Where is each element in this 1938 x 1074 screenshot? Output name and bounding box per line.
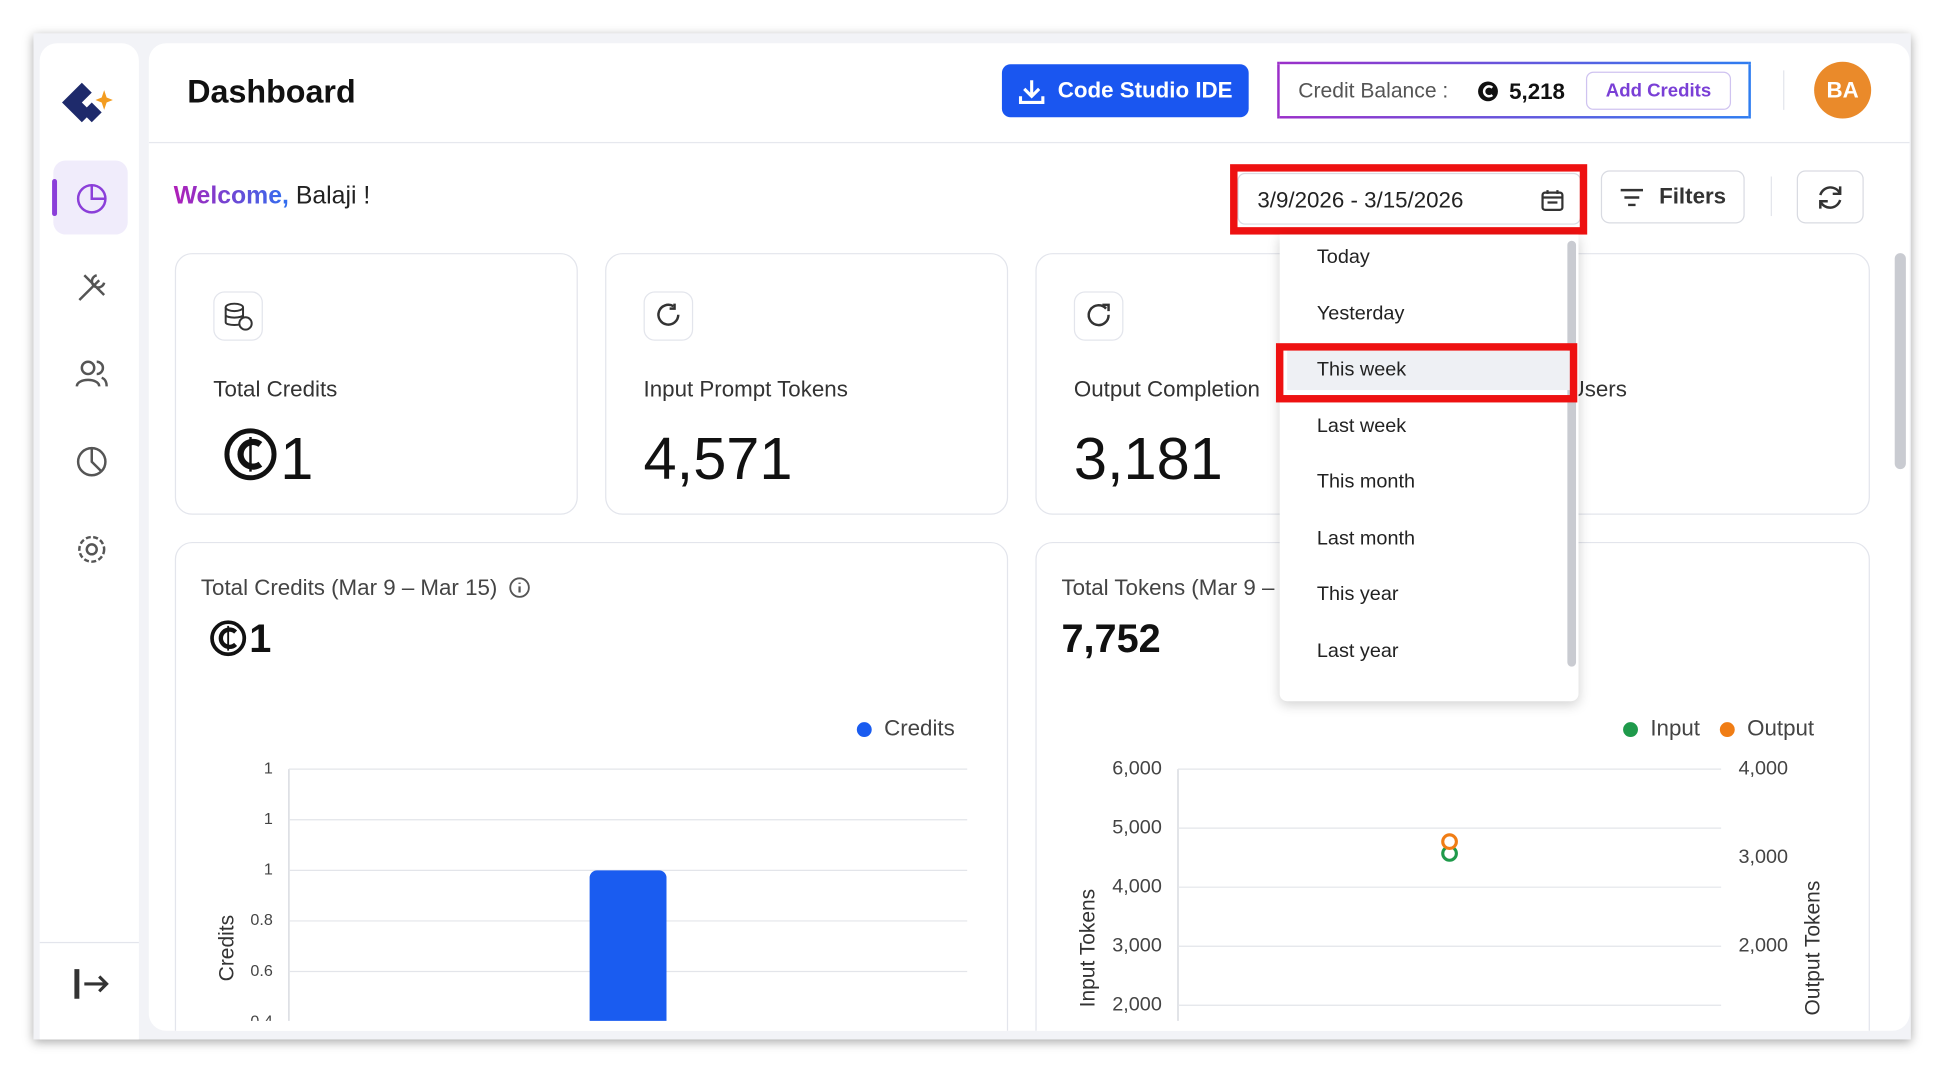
y-tick-label: 2,000	[1112, 994, 1162, 1016]
y-tick-label: 1	[264, 759, 273, 777]
logout[interactable]	[72, 967, 112, 1002]
date-dropdown: Today Yesterday This week Last week This mon…	[1275, 234, 1579, 702]
button-label: Filters	[1659, 183, 1727, 209]
point	[1441, 833, 1458, 850]
legend-marker	[1623, 722, 1638, 737]
legend-marker	[856, 722, 872, 737]
info-icon	[509, 577, 530, 598]
sidebar	[39, 43, 139, 1040]
legend-marker	[1719, 722, 1735, 737]
filter-icon	[1620, 188, 1643, 206]
y-tick-label: 3,000	[1112, 935, 1162, 957]
y-tick-label: 4,000	[1112, 875, 1162, 897]
menu-option[interactable]: Last month	[1316, 527, 1416, 549]
button-label: Code Studio IDE	[1057, 77, 1233, 103]
main-panel: Dashboard Code Studio IDE Credit Balance…	[148, 43, 1910, 1031]
divider	[39, 941, 139, 944]
menu-option[interactable]: This week	[1316, 359, 1407, 381]
credit-balance-value: 5,218	[1509, 79, 1565, 104]
chart-title: Total Credits (Mar 9 – Mar 15)	[201, 575, 531, 601]
legend-label: Output	[1747, 716, 1815, 741]
nav-active-bg	[53, 160, 128, 235]
page-title: Dashboard	[187, 72, 356, 110]
credit-balance-label: Credit Balance :	[1298, 79, 1449, 103]
welcome: Welcome, Balaji !	[174, 183, 371, 211]
avatar[interactable]: BA	[1814, 61, 1872, 119]
credit-balance-box: Credit Balance : 5,218 Add Credits	[1277, 61, 1751, 119]
stat-value: 3,181	[1073, 427, 1223, 493]
divider	[1770, 176, 1772, 217]
y-tick-label: 5,000	[1112, 816, 1162, 838]
refresh-icon	[1819, 185, 1842, 209]
nav-tools[interactable]	[74, 270, 109, 305]
menu-option-bg	[1287, 350, 1570, 391]
stat-label: Input Prompt Tokens	[643, 376, 848, 402]
stat-card: Total Credits 1	[174, 253, 578, 515]
date-range: 3/9/2026 - 3/15/2026	[1257, 187, 1464, 213]
filters-button[interactable]: Filters	[1600, 170, 1745, 224]
menu-option[interactable]: Yesterday	[1316, 303, 1405, 325]
menu-option[interactable]: Today	[1316, 246, 1370, 268]
y2-tick-label: 4,000	[1738, 757, 1788, 779]
chart-title-text: Total Credits (Mar 9 – Mar 15)	[200, 575, 498, 600]
menu-option[interactable]: This year	[1316, 583, 1399, 605]
header-divider	[148, 141, 1910, 144]
menu-option[interactable]: Last year	[1316, 640, 1399, 662]
legend-label: Input	[1650, 716, 1700, 741]
menu-option[interactable]: This month	[1316, 471, 1416, 493]
divider	[1783, 70, 1785, 110]
add-credits-button[interactable]: Add Credits	[1585, 71, 1732, 110]
download-icon	[1018, 79, 1045, 104]
y-axis-title: Credits	[216, 915, 239, 981]
highlight-box	[1275, 343, 1578, 403]
stat-label: Output Completion	[1073, 376, 1260, 402]
bar	[589, 870, 667, 1021]
card-icon	[1073, 291, 1124, 341]
credit-icon	[224, 428, 277, 481]
nav-dashboard[interactable]	[74, 181, 109, 216]
stat-card: Input Prompt Tokens 4,571	[605, 253, 1009, 515]
y2-tick-label: 3,000	[1738, 846, 1788, 868]
welcome-text: Welcome,	[173, 182, 289, 210]
y2-tick-label: 2,000	[1738, 935, 1788, 957]
logo	[62, 82, 113, 123]
credit-icon	[210, 620, 247, 657]
card-icon	[213, 291, 263, 341]
highlight-box	[1230, 164, 1588, 235]
nav-users[interactable]	[74, 357, 109, 392]
nav-active-bar	[52, 179, 58, 217]
calendar-icon	[1541, 190, 1564, 211]
y-tick-label: 0.4	[250, 1012, 272, 1030]
code-studio-button[interactable]: Code Studio IDE	[1001, 64, 1249, 118]
stat-value: 1	[280, 427, 314, 493]
menu-option[interactable]: Last week	[1316, 415, 1407, 437]
stat-label: Total Credits	[213, 376, 338, 402]
page-scrollbar	[1894, 253, 1906, 470]
date-range-input[interactable]: 3/9/2026 - 3/15/2026	[1237, 172, 1581, 225]
nav-settings[interactable]	[74, 532, 109, 567]
chart-total: 7,752	[1061, 616, 1161, 661]
y2-axis-title: Output Tokens	[1802, 881, 1825, 1016]
stat-value: 4,571	[643, 427, 793, 493]
chart-total: 1	[249, 616, 272, 661]
y-tick-label: 1	[264, 810, 273, 828]
y-tick-label: 0.8	[250, 911, 272, 929]
menu-scrollbar	[1567, 240, 1577, 667]
credit-icon	[1478, 81, 1498, 102]
legend-label: Credits	[884, 716, 955, 741]
y-tick-label: 6,000	[1112, 757, 1162, 779]
y-tick-label: 0.6	[250, 962, 272, 980]
card-icon	[643, 291, 694, 341]
user-name: Balaji !	[295, 182, 371, 210]
y-axis-title: Input Tokens	[1076, 889, 1099, 1008]
nav-reports[interactable]	[74, 444, 109, 479]
refresh-button[interactable]	[1796, 170, 1864, 224]
y-tick-label: 1	[264, 861, 273, 879]
